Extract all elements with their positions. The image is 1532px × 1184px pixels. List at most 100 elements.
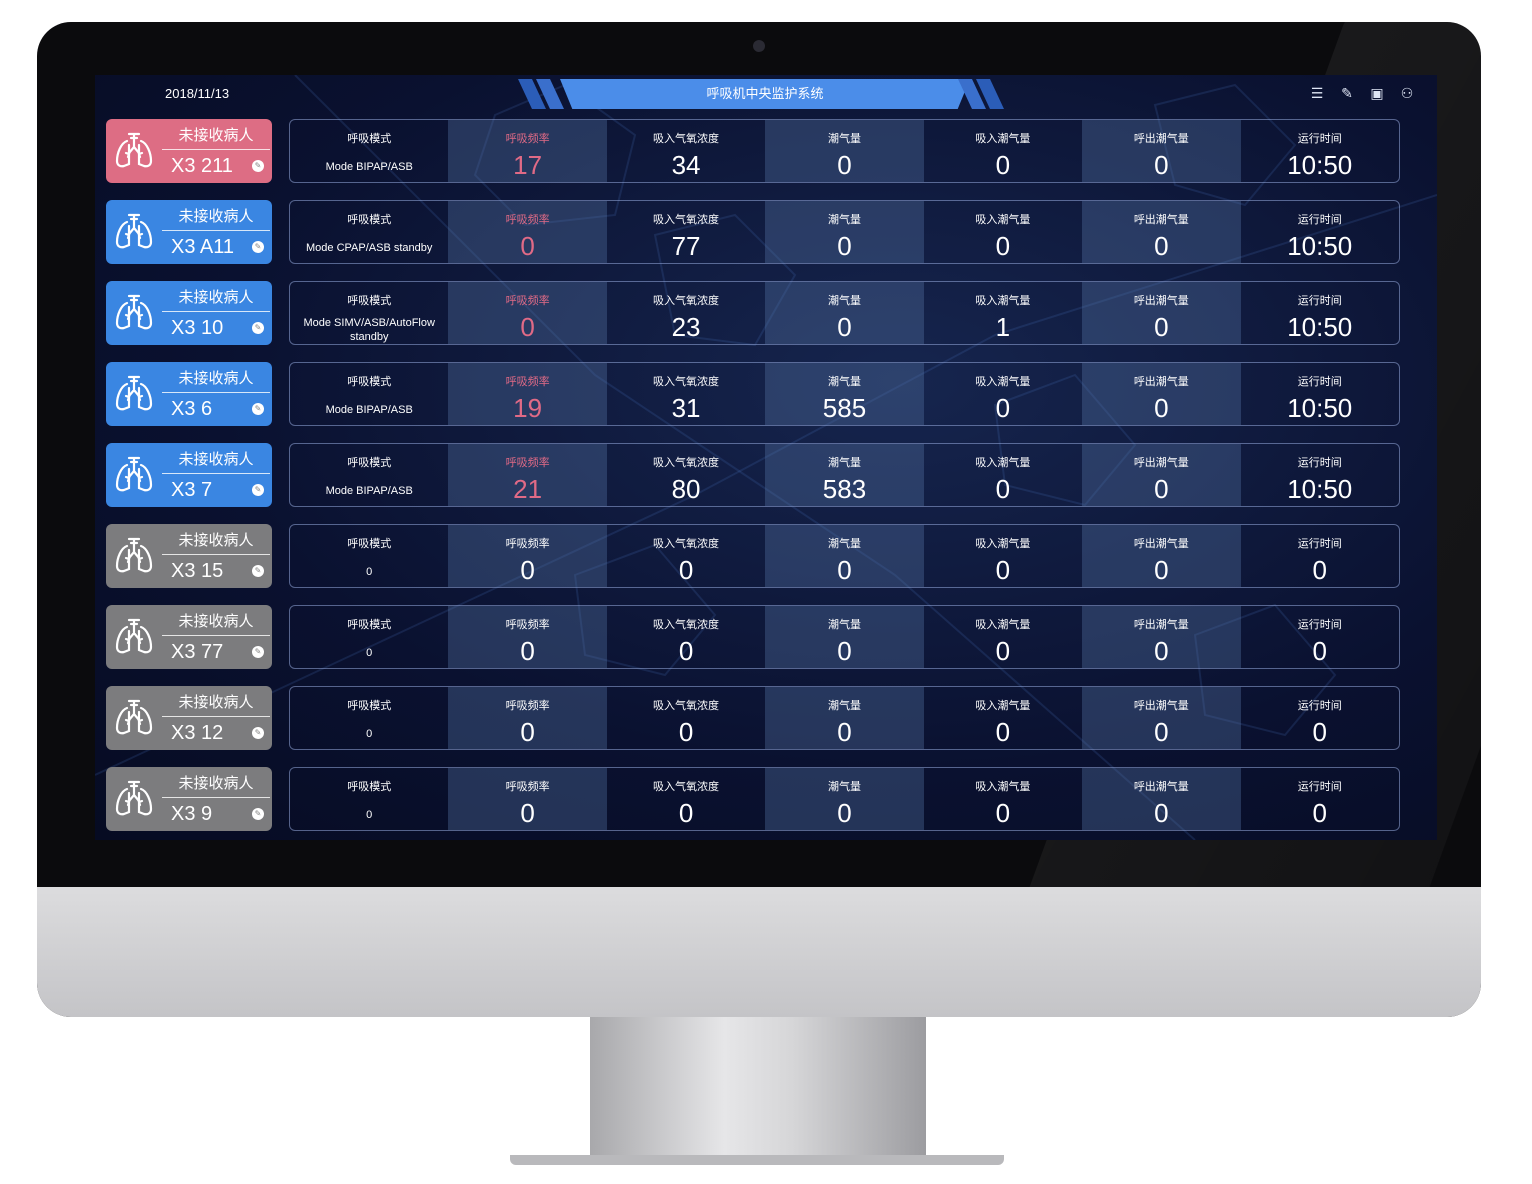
metric-label: 呼吸模式 (347, 781, 392, 793)
ventilator-row[interactable]: 未接收病人 X3 9 ✎ 呼吸模式 0 呼吸频率 0 吸入气氧浓度 0 潮气量 … (106, 767, 1400, 831)
edit-icon[interactable]: ✎ (252, 727, 264, 739)
metric-value: 0 (520, 312, 535, 342)
edit-icon[interactable]: ✎ (252, 403, 264, 415)
metric-label: 呼出潮气量 (1133, 295, 1189, 307)
bed-number: X3 A11 (171, 236, 235, 258)
bed-number: X3 211 (171, 155, 233, 177)
metric-label: 呼吸频率 (505, 295, 550, 307)
metric-value: 0 (995, 636, 1011, 666)
metric-value: 0 (837, 798, 852, 828)
metric-label: 呼吸模式 (347, 619, 392, 631)
ventilator-row[interactable]: 未接收病人 X3 12 ✎ 呼吸模式 0 呼吸频率 0 吸入气氧浓度 0 潮气量… (106, 686, 1400, 750)
ventilator-row[interactable]: 未接收病人 X3 A11 ✎ 呼吸模式 Mode CPAP/ASB standb… (106, 200, 1400, 264)
metric-cell: 呼吸模式 Mode SIMV/ASB/AutoFlow standby (290, 282, 448, 344)
edit-icon[interactable]: ✎ (252, 484, 264, 496)
metric-cell: 潮气量 0 (765, 120, 924, 182)
ventilator-row[interactable]: 未接收病人 X3 10 ✎ 呼吸模式 Mode SIMV/ASB/AutoFlo… (106, 281, 1400, 345)
metric-value: 0 (678, 717, 694, 747)
metric-value: 0 (1312, 636, 1327, 666)
metric-label: 潮气量 (827, 781, 861, 793)
lung-icon (114, 212, 154, 252)
metric-cell: 吸入潮气量 0 (924, 201, 1082, 263)
metric-cell: 呼出潮气量 0 (1082, 444, 1241, 506)
metric-cell: 吸入潮气量 0 (924, 687, 1082, 749)
metric-label: 呼出潮气量 (1133, 457, 1189, 469)
divider (162, 554, 270, 555)
metric-value: 0 (837, 636, 852, 666)
metric-label: 呼吸频率 (505, 619, 550, 631)
metric-value: 0 (520, 555, 535, 585)
monitor-stand (590, 1017, 926, 1157)
bed-card[interactable]: 未接收病人 X3 9 ✎ (106, 767, 272, 831)
metric-value: 0 (995, 393, 1011, 423)
mode-value: 0 (366, 566, 373, 578)
metric-value: 0 (1312, 555, 1327, 585)
ventilator-row[interactable]: 未接收病人 X3 15 ✎ 呼吸模式 0 呼吸频率 0 吸入气氧浓度 0 潮气量… (106, 524, 1400, 588)
divider (162, 716, 270, 717)
metric-label: 吸入气氧浓度 (653, 295, 720, 307)
metric-value: 10:50 (1287, 231, 1353, 261)
metric-value: 34 (671, 150, 701, 180)
metric-value: 0 (837, 231, 852, 261)
layout-icon[interactable]: ▣ (1370, 85, 1384, 101)
ventilator-row[interactable]: 未接收病人 X3 7 ✎ 呼吸模式 Mode BIPAP/ASB 呼吸频率 21… (106, 443, 1400, 507)
metric-cell: 潮气量 0 (765, 687, 924, 749)
edit-icon[interactable]: ✎ (1341, 85, 1353, 101)
metric-cell: 呼吸频率 17 (448, 120, 607, 182)
mode-value: Mode BIPAP/ASB (325, 485, 413, 497)
metric-cell: 呼吸模式 0 (290, 768, 448, 830)
metric-label: 呼吸频率 (505, 700, 550, 712)
metric-label: 呼吸模式 (347, 538, 392, 550)
edit-icon[interactable]: ✎ (252, 160, 264, 172)
edit-icon[interactable]: ✎ (252, 322, 264, 334)
metrics-table: 呼吸模式 Mode BIPAP/ASB 呼吸频率 17 吸入气氧浓度 34 潮气… (289, 119, 1400, 183)
metric-value: 0 (520, 636, 535, 666)
metric-cell: 潮气量 0 (765, 282, 924, 344)
lung-icon (114, 455, 154, 495)
bed-card[interactable]: 未接收病人 X3 77 ✎ (106, 605, 272, 669)
metric-value: 10:50 (1287, 312, 1353, 342)
bed-card[interactable]: 未接收病人 X3 A11 ✎ (106, 200, 272, 264)
metric-label: 呼吸频率 (505, 133, 550, 145)
metric-cell: 呼吸频率 21 (448, 444, 607, 506)
metric-value: 0 (995, 555, 1011, 585)
metric-label: 吸入气氧浓度 (653, 619, 720, 631)
metric-label: 运行时间 (1297, 781, 1342, 793)
lung-icon (114, 536, 154, 576)
metric-value: 0 (1154, 150, 1169, 180)
metric-cell: 呼出潮气量 0 (1082, 606, 1241, 668)
ventilator-row[interactable]: 未接收病人 X3 77 ✎ 呼吸模式 0 呼吸频率 0 吸入气氧浓度 0 潮气量… (106, 605, 1400, 669)
edit-icon[interactable]: ✎ (252, 646, 264, 658)
bed-card[interactable]: 未接收病人 X3 211 ✎ (106, 119, 272, 183)
user-icon[interactable]: ⚇ (1400, 85, 1414, 101)
metric-cell: 吸入潮气量 0 (924, 606, 1082, 668)
edit-icon[interactable]: ✎ (252, 241, 264, 253)
metrics-table: 呼吸模式 0 呼吸频率 0 吸入气氧浓度 0 潮气量 0 吸入潮气量 0 呼出潮… (289, 605, 1400, 669)
metric-value: 0 (837, 555, 852, 585)
list-icon[interactable]: ☰ (1310, 85, 1324, 101)
metric-label: 吸入气氧浓度 (653, 781, 720, 793)
edit-icon[interactable]: ✎ (252, 808, 264, 820)
metric-label: 呼吸频率 (505, 781, 550, 793)
metric-label: 呼出潮气量 (1133, 133, 1189, 145)
bed-card[interactable]: 未接收病人 X3 6 ✎ (106, 362, 272, 426)
metric-cell: 运行时间 0 (1241, 525, 1399, 587)
metric-cell: 呼吸模式 Mode BIPAP/ASB (290, 444, 448, 506)
bed-card[interactable]: 未接收病人 X3 10 ✎ (106, 281, 272, 345)
metric-cell: 呼出潮气量 0 (1082, 120, 1241, 182)
ventilator-row[interactable]: 未接收病人 X3 6 ✎ 呼吸模式 Mode BIPAP/ASB 呼吸频率 19… (106, 362, 1400, 426)
edit-icon[interactable]: ✎ (252, 565, 264, 577)
bed-card[interactable]: 未接收病人 X3 15 ✎ (106, 524, 272, 588)
patient-status: 未接收病人 (178, 613, 254, 630)
divider (162, 392, 270, 393)
divider (162, 230, 270, 231)
bed-card[interactable]: 未接收病人 X3 12 ✎ (106, 686, 272, 750)
metric-cell: 呼出潮气量 0 (1082, 687, 1241, 749)
metric-label: 潮气量 (827, 133, 861, 145)
metric-label: 运行时间 (1297, 133, 1342, 145)
ventilator-row[interactable]: 未接收病人 X3 211 ✎ 呼吸模式 Mode BIPAP/ASB 呼吸频率 … (106, 119, 1400, 183)
metric-label: 呼出潮气量 (1133, 376, 1189, 388)
metric-value: 0 (1154, 231, 1169, 261)
bed-card[interactable]: 未接收病人 X3 7 ✎ (106, 443, 272, 507)
metric-value: 0 (1312, 717, 1327, 747)
